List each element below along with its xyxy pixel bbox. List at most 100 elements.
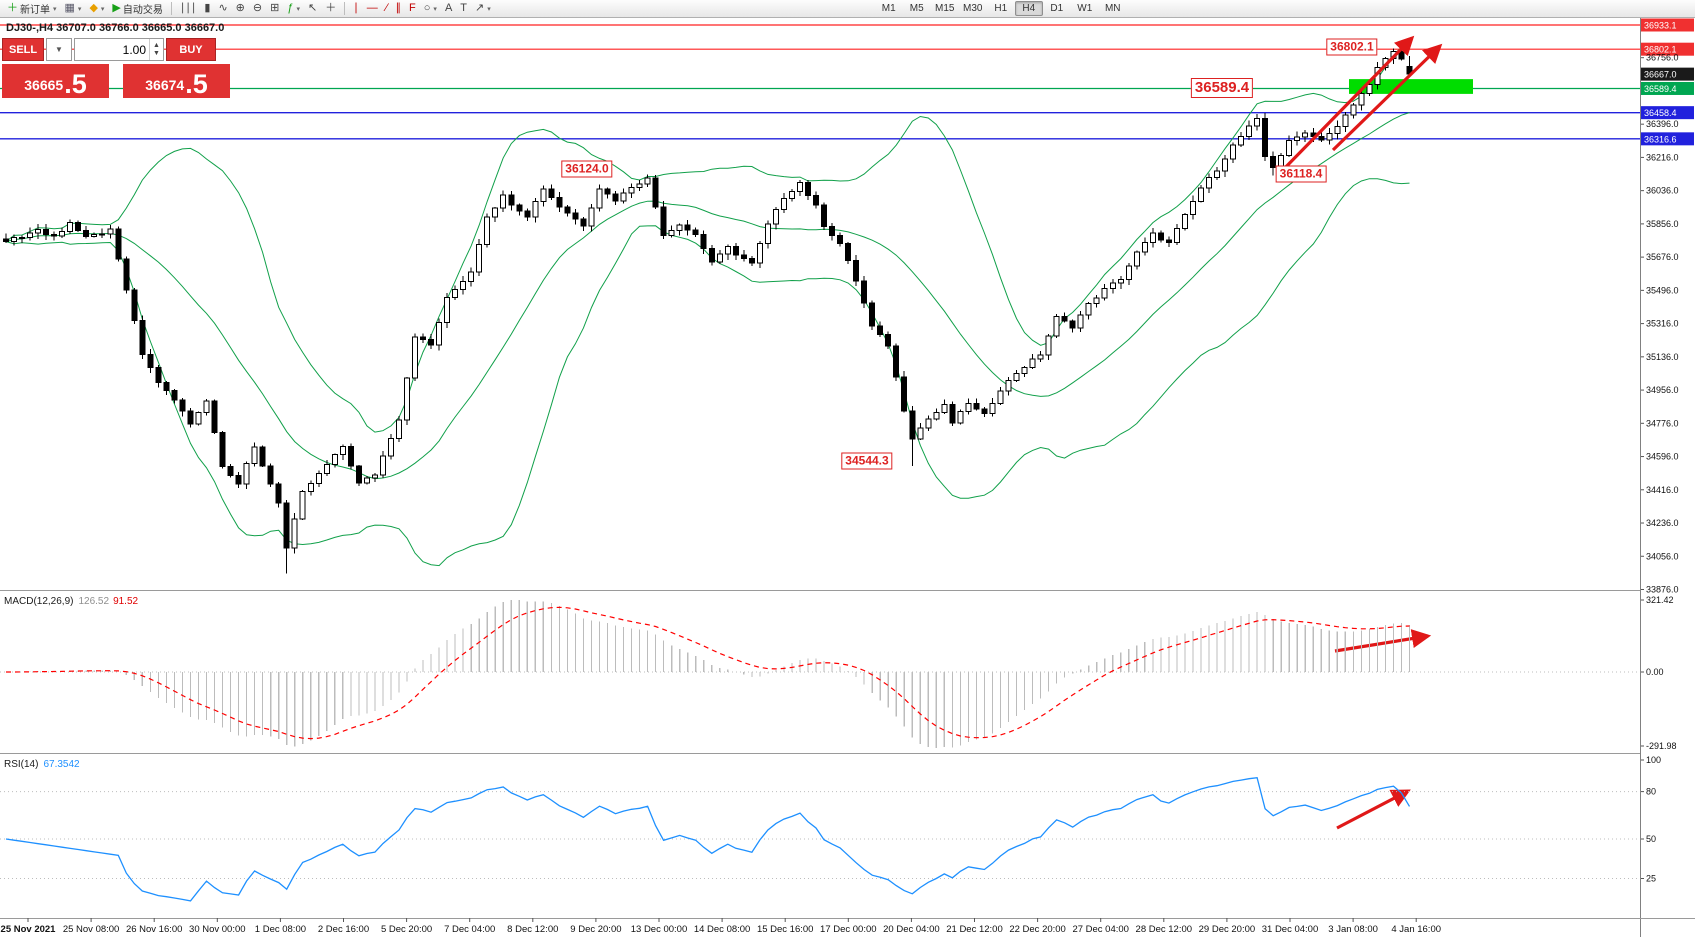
candle-bullish [67,221,74,233]
text-button[interactable]: A [441,0,456,18]
bar-chart-button[interactable]: ∣∣∣ [176,0,201,18]
macd-name: MACD(12,26,9) [4,596,74,607]
profiles-button[interactable]: ◆ ▾ [85,0,108,18]
candle-bullish [395,419,402,440]
volume-increase-icon[interactable]: ▲ [153,41,160,49]
chevron-down-icon: ▾ [77,5,82,13]
sell-button[interactable]: SELL [2,38,44,61]
shapes-button[interactable]: ○ ▾ [420,0,441,18]
candle-bullish [532,201,539,218]
chart-windows-button[interactable]: ▦ ▾ [61,0,86,18]
candle-bullish [1286,140,1293,156]
trend-arrow[interactable] [1331,43,1443,152]
candle-bearish [684,224,691,231]
candle-bullish [363,477,370,484]
price-annotation[interactable]: 36124.0 [561,160,613,178]
candle-bullish [1077,314,1084,329]
buy-button[interactable]: BUY [166,38,216,61]
timeframe-m15-button[interactable]: M15 [935,3,955,14]
candle-bearish [171,389,178,401]
horizontal-line-button[interactable]: — [363,0,382,18]
timeframe-m5-button[interactable]: M5 [909,3,924,14]
trend-arrow[interactable] [1334,629,1432,653]
candle-bearish [981,408,988,415]
price-annotation[interactable]: 36589.4 [1190,78,1254,98]
equidistant-channel-button[interactable]: ∥ [392,0,406,18]
ask-price-tile[interactable]: 36674 .5 [123,64,230,98]
candle-bearish [1270,156,1277,168]
candle-bearish [692,229,699,235]
timeframe-m1-button[interactable]: M1 [881,3,896,14]
candle-bearish [227,466,234,476]
timeframe-mn-button[interactable]: MN [1104,3,1121,14]
crosshair-button[interactable]: ＋ [321,0,340,18]
candle-bearish [580,218,587,227]
text-label-button[interactable]: T [456,0,471,18]
trendline-button[interactable]: ∕ [382,0,392,18]
candle-bullish [460,280,467,291]
volume-mode-dropdown[interactable]: ▼ [46,38,72,61]
zoom-out-icon: ⊖ [252,2,263,14]
candle-bearish [652,177,659,208]
candlestick-chart-button[interactable]: ▮ [200,0,214,18]
timeframe-d1-button[interactable]: D1 [1050,3,1064,14]
candle-bearish [3,238,9,243]
candle-bullish [299,490,306,520]
candle-bullish [11,236,18,243]
fibonacci-button[interactable]: F [405,0,420,18]
candle-bearish [283,502,290,549]
crosshair-icon: ＋ [325,2,337,14]
candle-bullish [1133,251,1140,267]
bid-price-tile[interactable]: 36665 .5 [2,64,109,98]
price-axis-label: 34236.0 [1646,518,1679,528]
arrow-objects-button[interactable]: ↗ ▾ [471,0,495,18]
candle-bullish [379,455,386,476]
candle-bullish [1141,242,1148,253]
zoom-in-button[interactable]: ⊕ [232,0,249,18]
timeframe-m30-button[interactable]: M30 [963,3,983,14]
price-annotation[interactable]: 34544.3 [841,452,893,470]
vertical-line-button[interactable]: ∣ [349,0,363,18]
time-axis-label: 13 Dec 00:00 [631,924,688,935]
candle-bullish [444,297,451,323]
candle-bearish [83,229,90,237]
candle-bullish [1109,282,1116,290]
trend-arrow[interactable] [1275,35,1415,178]
candle-bullish [724,246,731,255]
candle-bearish [861,280,868,304]
new-order-button[interactable]: ＋新订单 ▾ [3,0,61,18]
autotrading-label: 自动交易 [122,5,163,16]
time-axis[interactable]: 25 Nov 2021 25 Nov 08:00 26 Nov 16:00 30 No… [0,918,1695,935]
price-marker-label: 36458.4 [1644,108,1677,118]
price-axis-label: 36396.0 [1646,119,1679,129]
candle-bullish [540,188,547,203]
candle-bearish [123,258,130,291]
price-annotation[interactable]: 36802.1 [1326,38,1378,56]
tile-windows-button[interactable]: ⊞ [266,0,283,18]
candle-bullish [1302,132,1309,138]
candle-bullish [387,438,394,457]
candle-bearish [179,399,186,412]
trend-arrow[interactable] [1336,789,1411,830]
timeframe-w1-button[interactable]: W1 [1077,3,1093,14]
timeframe-h1-button[interactable]: H1 [994,3,1008,14]
candle-bullish [484,216,491,246]
cursor-button[interactable]: ↖ [304,0,321,18]
candle-bullish [452,289,459,299]
price-annotation[interactable]: 36118.4 [1275,165,1327,183]
chart-windows-icon: ▦ [64,2,75,14]
indicators-button[interactable]: ƒ ▾ [283,0,304,18]
volume-decrease-icon[interactable]: ▼ [153,49,160,57]
price-axis-label: 34416.0 [1646,485,1679,495]
new-order-label: 新订单 [20,5,50,16]
candle-bullish [588,207,595,227]
zoom-out-button[interactable]: ⊖ [249,0,266,18]
rsi-indicator-label: RSI(14) 67.3542 [4,759,80,770]
timeframe-h4-button[interactable]: H4 [1014,1,1043,16]
candle-bullish [1013,372,1020,381]
autotrading-button[interactable]: ▶ 自动交易 [108,0,166,18]
line-chart-button[interactable]: ∿ [214,0,231,18]
volume-input[interactable] [75,39,149,60]
candle-bullish [957,411,964,424]
